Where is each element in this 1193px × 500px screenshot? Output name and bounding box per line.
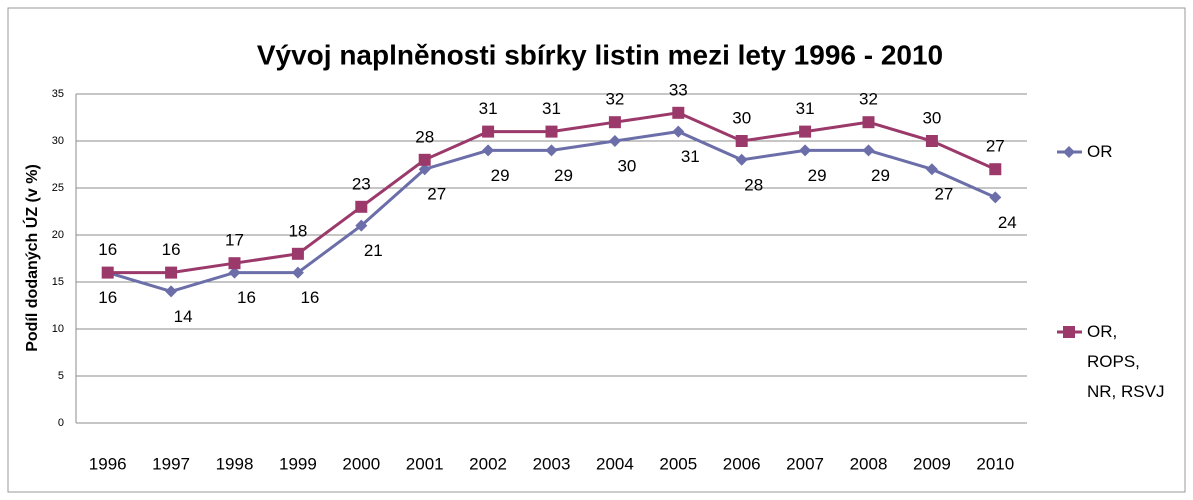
marker: [735, 153, 748, 166]
y-tick-label: 0: [58, 417, 64, 429]
data-label: 29: [871, 166, 890, 185]
data-label: 27: [427, 185, 446, 204]
x-tick-label: 2006: [723, 454, 761, 473]
y-tick-label: 25: [52, 182, 64, 194]
marker: [228, 266, 241, 279]
data-label: 21: [364, 241, 383, 260]
marker: [735, 135, 748, 147]
y-tick-label: 15: [52, 276, 64, 288]
chart-border: [7, 7, 1186, 493]
legend-marker: [1063, 146, 1075, 158]
marker: [291, 247, 304, 260]
marker: [672, 125, 685, 138]
marker: [165, 285, 178, 298]
marker: [355, 200, 368, 213]
data-label: 32: [859, 90, 878, 109]
y-axis-label: Podíl dodaných ÚZ (v %): [22, 164, 41, 352]
x-tick-label: 2009: [913, 454, 951, 473]
marker: [418, 153, 431, 166]
x-tick-label: 2005: [659, 454, 697, 473]
data-label: 31: [681, 147, 700, 166]
data-label: 33: [669, 80, 688, 99]
data-label: 18: [288, 221, 307, 240]
data-label: 16: [300, 288, 319, 307]
y-tick-label: 35: [52, 88, 64, 100]
marker: [925, 135, 938, 147]
y-tick-label: 5: [58, 370, 64, 382]
marker: [355, 219, 368, 232]
data-label: 31: [796, 99, 815, 118]
legend-label: OR: [1087, 142, 1113, 161]
data-label: 23: [352, 174, 371, 193]
marker: [228, 257, 241, 270]
marker: [672, 106, 685, 119]
marker: [799, 144, 812, 157]
x-tick-label: 2000: [342, 454, 380, 473]
y-tick-label: 20: [52, 229, 64, 241]
data-label: 27: [986, 137, 1005, 156]
data-label: 31: [479, 99, 498, 118]
data-label: 29: [491, 166, 510, 185]
x-tick-label: 2002: [469, 454, 507, 473]
x-tick-label: 2008: [850, 454, 888, 473]
marker: [165, 266, 178, 279]
y-tick-label: 30: [52, 135, 64, 147]
data-label: 29: [808, 166, 827, 185]
data-label: 32: [605, 90, 624, 109]
x-tick-label: 2003: [533, 454, 571, 473]
data-label: 16: [98, 288, 117, 307]
x-tick-label: 1996: [89, 454, 127, 473]
y-tick-label: 10: [52, 323, 64, 335]
chart-title: Vývoj naplněnosti sbírky listin mezi let…: [257, 39, 943, 70]
data-label: 16: [162, 240, 181, 259]
data-label: 31: [542, 99, 561, 118]
marker: [545, 125, 558, 138]
marker: [101, 266, 114, 279]
marker: [482, 125, 495, 138]
x-tick-label: 2007: [786, 454, 824, 473]
data-label: 16: [98, 240, 117, 259]
x-tick-label: 1997: [152, 454, 190, 473]
legend-marker: [1063, 326, 1075, 338]
legend-label: OR, ROPS, NR, RSVJ: [1087, 322, 1165, 401]
marker: [482, 144, 495, 157]
marker: [291, 266, 304, 279]
data-label: 28: [415, 127, 434, 146]
data-label: 24: [998, 213, 1017, 232]
data-label: 30: [922, 108, 941, 127]
x-tick-label: 1998: [216, 454, 254, 473]
marker: [608, 135, 621, 147]
marker: [799, 125, 812, 138]
marker: [925, 163, 938, 176]
x-tick-label: 2010: [976, 454, 1014, 473]
marker: [545, 144, 558, 157]
data-label: 17: [225, 231, 244, 250]
data-label: 30: [732, 108, 751, 127]
marker: [862, 144, 875, 157]
data-label: 29: [554, 166, 573, 185]
data-label: 28: [744, 175, 763, 194]
marker: [418, 163, 431, 176]
x-tick-label: 2001: [406, 454, 444, 473]
data-label: 16: [237, 288, 256, 307]
x-tick-label: 1999: [279, 454, 317, 473]
data-label: 27: [934, 185, 953, 204]
marker: [989, 191, 1002, 204]
data-label: 14: [174, 307, 193, 326]
x-tick-label: 2004: [596, 454, 634, 473]
data-label: 30: [617, 156, 636, 175]
marker: [862, 116, 875, 129]
marker: [608, 116, 621, 129]
marker: [989, 163, 1002, 176]
